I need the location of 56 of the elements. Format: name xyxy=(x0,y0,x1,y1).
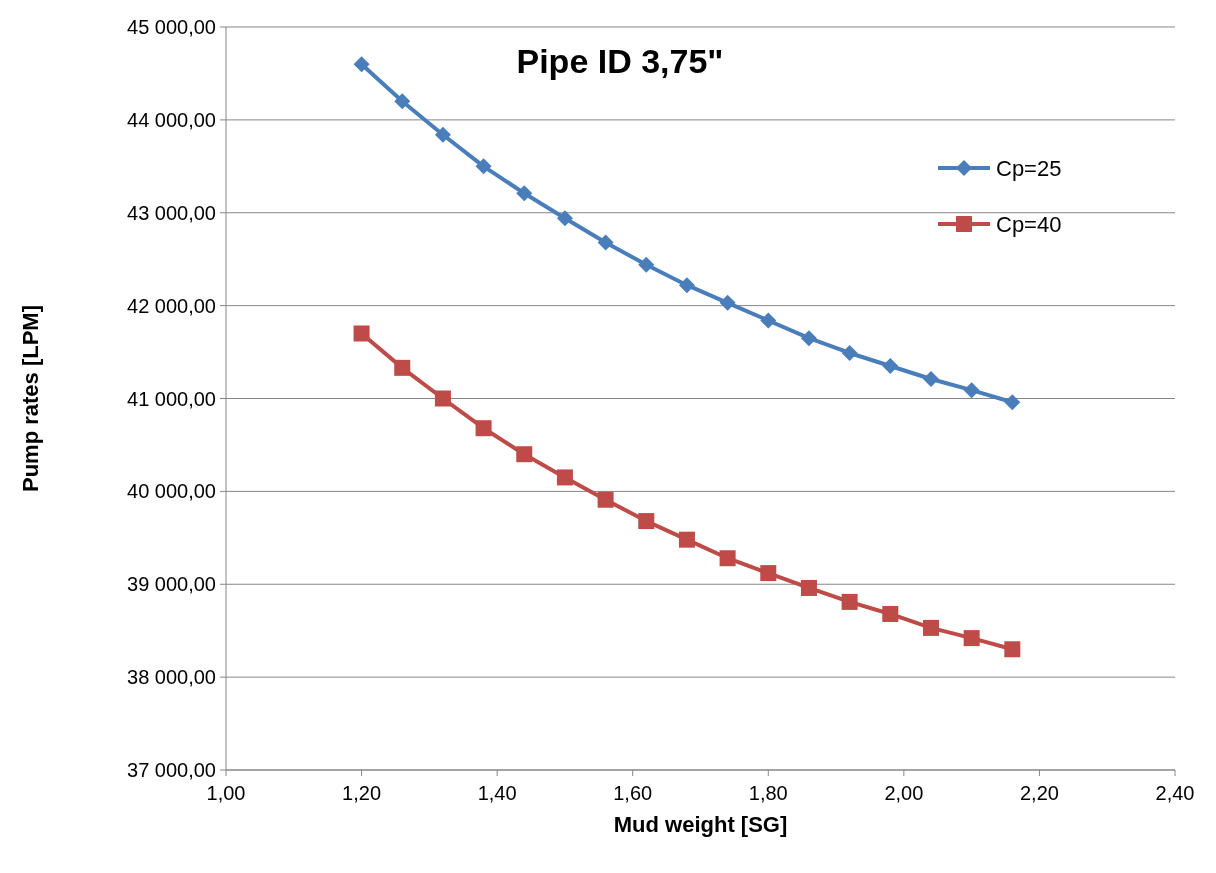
point xyxy=(800,579,817,596)
chart-title: Pipe ID 3,75" xyxy=(516,42,724,80)
point xyxy=(841,593,858,610)
point xyxy=(1004,394,1021,411)
y-tick-label: 37 000,00 xyxy=(127,759,216,781)
point xyxy=(719,550,736,567)
x-tick-label: 1,00 xyxy=(206,782,246,804)
x-tick-label: 2,20 xyxy=(1019,782,1059,804)
point xyxy=(841,344,858,361)
point xyxy=(760,565,777,582)
x-axis-title: Mud weight [SG] xyxy=(613,812,788,837)
point xyxy=(556,469,573,486)
x-tick-label: 1,40 xyxy=(477,782,517,804)
point xyxy=(882,605,899,622)
point xyxy=(678,277,695,294)
point xyxy=(638,513,655,530)
point xyxy=(475,420,492,437)
point xyxy=(353,56,370,73)
legend-label: Cp=25 xyxy=(996,155,1062,181)
point xyxy=(882,357,899,374)
point xyxy=(597,234,614,251)
y-tick-label: 40 000,00 xyxy=(127,480,216,503)
point xyxy=(394,359,411,376)
x-tick-label: 1,60 xyxy=(613,782,653,804)
point xyxy=(800,330,817,347)
legend-label: Cp=40 xyxy=(996,211,1062,237)
y-tick-label: 44 000,00 xyxy=(127,108,216,131)
point xyxy=(1004,641,1021,658)
y-tick-label: 38 000,00 xyxy=(127,666,216,689)
x-tick-label: 1,20 xyxy=(342,782,382,804)
x-tick-label: 2,00 xyxy=(884,782,924,804)
y-tick-label: 41 000,00 xyxy=(127,387,216,410)
point xyxy=(922,371,939,387)
point xyxy=(963,630,980,647)
y-axis-title: Pump rates [LPM] xyxy=(18,304,43,493)
point xyxy=(516,185,533,202)
y-tick-label: 39 000,00 xyxy=(127,573,216,596)
point xyxy=(597,491,614,508)
point xyxy=(760,312,777,329)
point xyxy=(678,531,695,548)
point xyxy=(434,126,451,143)
point xyxy=(963,382,980,399)
point xyxy=(353,325,370,342)
point xyxy=(394,93,411,110)
y-tick-label: 42 000,00 xyxy=(127,294,216,317)
point xyxy=(556,210,573,227)
x-tick-label: 1,80 xyxy=(748,782,788,804)
point xyxy=(516,446,533,463)
point xyxy=(638,256,655,273)
y-tick-label: 43 000,00 xyxy=(127,201,216,224)
y-tick-label: 45 000,00 xyxy=(127,16,216,38)
point xyxy=(922,619,939,636)
point xyxy=(475,158,492,175)
point xyxy=(434,390,451,407)
x-tick-label: 2,40 xyxy=(1155,782,1195,804)
point xyxy=(719,294,736,311)
